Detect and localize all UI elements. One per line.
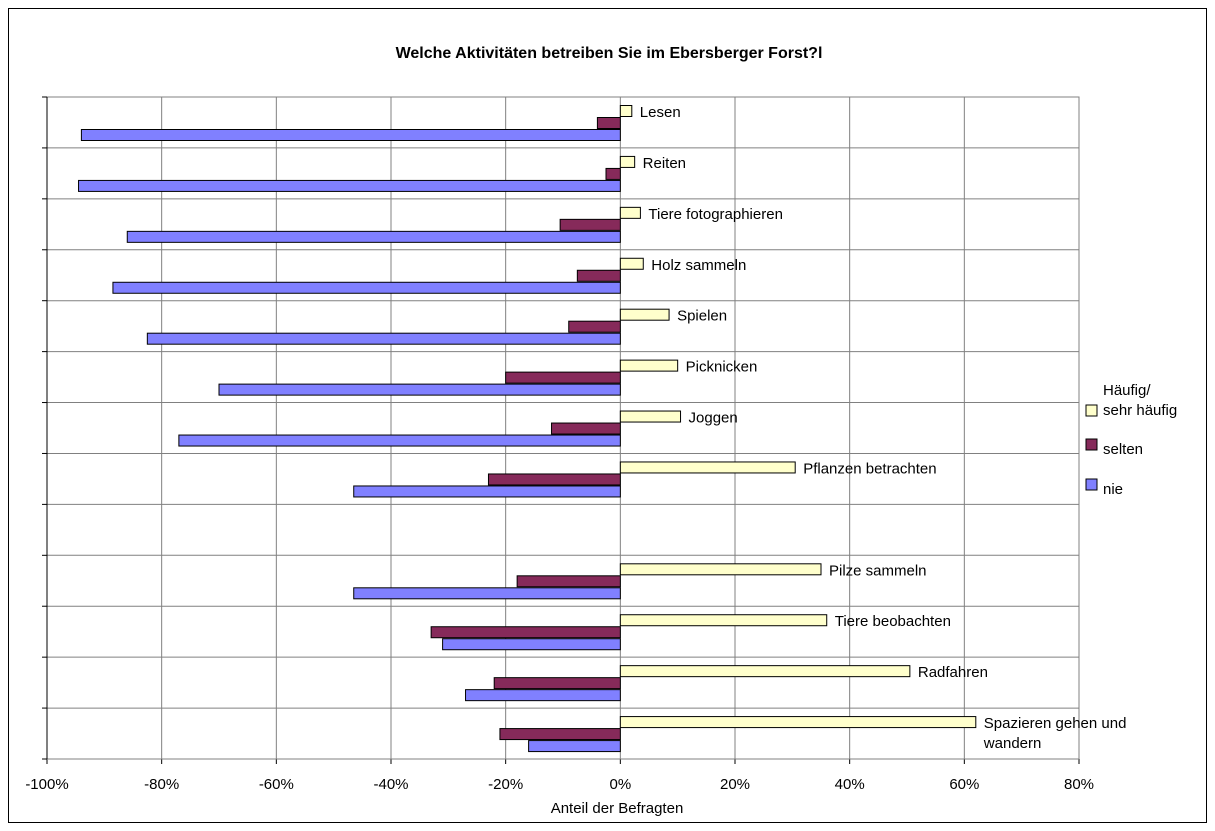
category-label: Joggen: [689, 410, 738, 427]
bar-nie: [218, 383, 621, 396]
x-tick-label: 80%: [1064, 776, 1094, 793]
bar-haeufig: [619, 257, 644, 270]
bar-selten: [516, 575, 621, 588]
x-tick-label: -20%: [488, 776, 523, 793]
bar-haeufig: [619, 308, 670, 321]
legend-swatch: [1085, 404, 1098, 417]
bar-nie: [178, 434, 621, 447]
bar-nie: [465, 689, 621, 702]
bar-selten: [559, 218, 621, 231]
bar-nie: [353, 587, 621, 600]
legend-swatch: [1085, 438, 1098, 451]
category-labels: Lesen Reiten Tiere fotographieren Holz samm…: [640, 104, 1127, 752]
chart-frame: Welche Aktivitäten betreiben Sie im Eber…: [8, 8, 1207, 823]
bar-nie: [146, 332, 621, 345]
bar-haeufig: [619, 410, 682, 423]
x-axis-label: Anteil der Befragten: [551, 800, 684, 817]
bar-nie: [78, 179, 621, 192]
bar-haeufig: [619, 155, 636, 168]
bar-selten: [605, 167, 621, 180]
legend-label: selten: [1103, 441, 1143, 458]
bar-nie: [112, 281, 621, 294]
bar-haeufig: [619, 665, 911, 678]
bar-nie: [126, 230, 621, 243]
activity-bar-chart: Welche Aktivitäten betreiben Sie im Eber…: [25, 45, 1177, 817]
legend-swatch: [1085, 478, 1098, 491]
category-label: Tiere fotographieren: [648, 206, 783, 223]
x-tick-label: -40%: [373, 776, 408, 793]
bar-selten: [568, 320, 621, 333]
bar-nie: [80, 129, 621, 141]
legend-label: nie: [1103, 481, 1123, 498]
bar-selten: [551, 422, 621, 435]
category-label: Radfahren: [918, 664, 988, 681]
x-tick-label: 20%: [720, 776, 750, 793]
chart-title: Welche Aktivitäten betreiben Sie im Eber…: [396, 45, 823, 62]
category-label: Lesen: [640, 104, 681, 121]
bar-haeufig: [619, 716, 977, 729]
bar-selten: [430, 626, 621, 639]
bar-selten: [493, 677, 621, 690]
x-tick-label: -80%: [144, 776, 179, 793]
bar-haeufig: [619, 105, 633, 117]
category-label: Picknicken: [686, 359, 758, 376]
bars: [78, 105, 977, 753]
x-tick-label: 40%: [835, 776, 865, 793]
bar-selten: [596, 117, 621, 129]
bar-nie: [353, 485, 621, 498]
category-label: Spielen: [677, 308, 727, 325]
bar-nie: [442, 638, 621, 651]
bar-selten: [505, 371, 621, 384]
gridlines: [42, 96, 1080, 764]
category-label: Holz sammeln: [651, 257, 746, 274]
x-tick-label: 0%: [609, 776, 631, 793]
bar-selten: [499, 728, 621, 741]
category-label: Reiten: [643, 155, 686, 172]
bar-selten: [576, 269, 621, 282]
legend: Häufig/sehr häufig selten nie: [1085, 382, 1177, 498]
category-label: Tiere beobachten: [835, 613, 951, 630]
category-label: Pflanzen betrachten: [803, 460, 936, 477]
bar-haeufig: [619, 563, 822, 576]
x-tick-label: -60%: [259, 776, 294, 793]
category-label: Pilze sammeln: [829, 562, 927, 579]
bar-haeufig: [619, 206, 641, 219]
x-tick-label: -100%: [25, 776, 68, 793]
x-tick-labels: -100% -80% -60% -40% -20% 0% 20% 40% 60% 80%: [25, 776, 1094, 793]
bar-nie: [528, 740, 621, 753]
legend-label: Häufig/sehr häufig: [1103, 382, 1177, 419]
bar-selten: [487, 473, 621, 486]
x-tick-label: 60%: [949, 776, 979, 793]
bar-haeufig: [619, 614, 828, 627]
bar-haeufig: [619, 461, 796, 474]
category-label: Spazieren gehen und wandern: [983, 715, 1127, 752]
bar-haeufig: [619, 359, 679, 372]
